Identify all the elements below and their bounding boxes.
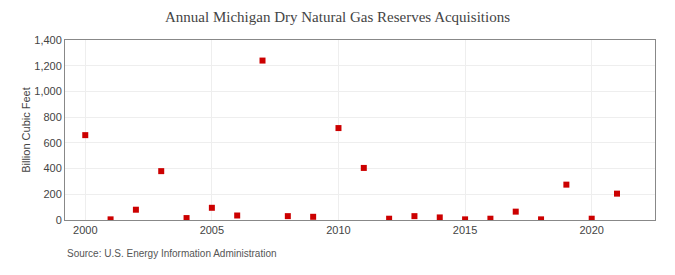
svg-text:2020: 2020: [579, 224, 603, 236]
svg-text:Source: U.S. Energy Informatio: Source: U.S. Energy Information Administ…: [67, 248, 277, 259]
svg-text:400: 400: [43, 162, 61, 174]
svg-text:2010: 2010: [326, 224, 350, 236]
svg-text:Billion Cubic Feet: Billion Cubic Feet: [20, 87, 32, 173]
svg-text:1,400: 1,400: [34, 34, 62, 46]
svg-text:2000: 2000: [73, 224, 97, 236]
svg-text:800: 800: [43, 111, 61, 123]
svg-text:600: 600: [43, 137, 61, 149]
svg-text:2005: 2005: [200, 224, 224, 236]
svg-text:2015: 2015: [453, 224, 477, 236]
svg-text:200: 200: [43, 188, 61, 200]
svg-text:Annual Michigan Dry Natural Ga: Annual Michigan Dry Natural Gas Reserves…: [165, 9, 510, 25]
svg-text:1,200: 1,200: [34, 60, 62, 72]
svg-text:1,000: 1,000: [34, 85, 62, 97]
svg-text:0: 0: [56, 214, 62, 226]
